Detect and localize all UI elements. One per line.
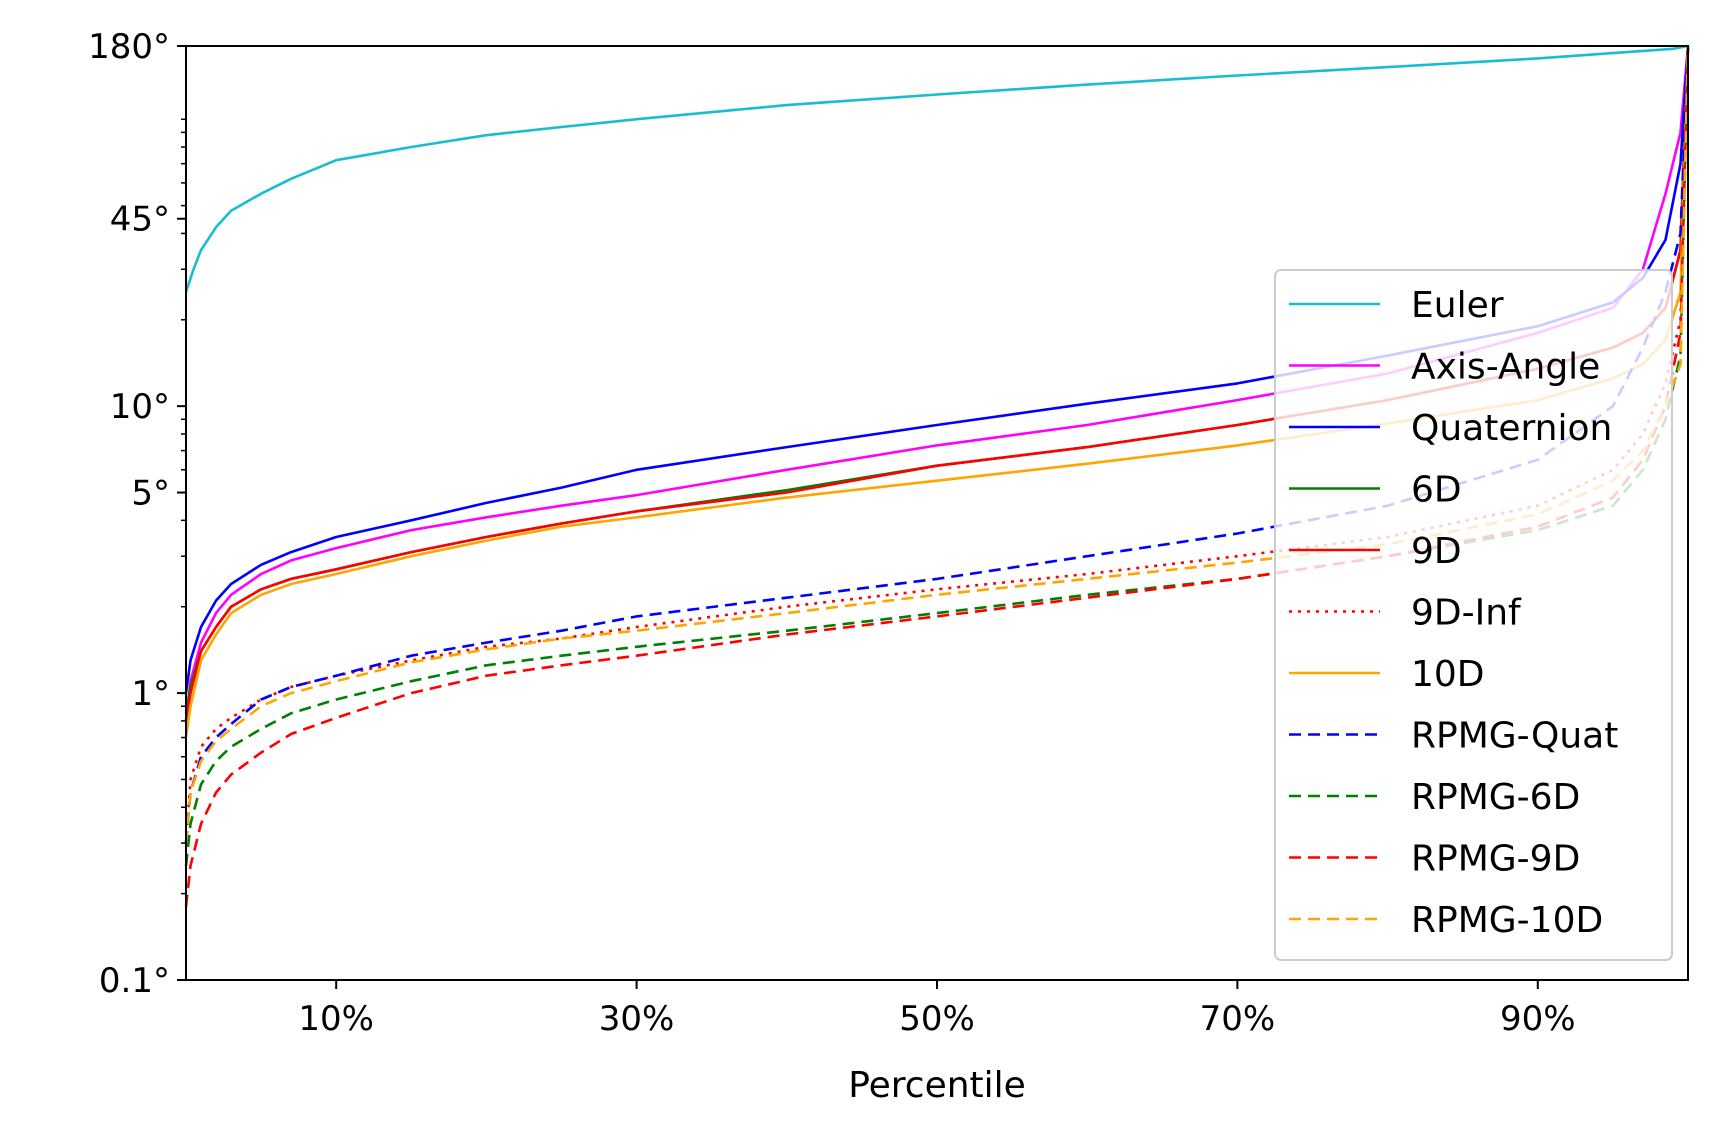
legend-label: Axis-Angle xyxy=(1411,347,1600,388)
x-tick-label: 70% xyxy=(1200,999,1276,1039)
x-tick-label: 50% xyxy=(899,999,975,1039)
legend-label: 9D xyxy=(1411,531,1462,572)
x-tick-label: 90% xyxy=(1500,999,1576,1039)
x-axis-label: Percentile xyxy=(848,1065,1026,1106)
y-tick-label: 1° xyxy=(131,674,170,714)
y-tick-label: 5° xyxy=(131,474,170,514)
y-tick-label: 0.1° xyxy=(99,961,170,1001)
legend: Euler Axis-Angle Quaternion 6D 9D 9D-Inf 10D RP… xyxy=(1274,269,1673,961)
legend-label: 9D-Inf xyxy=(1411,593,1522,634)
x-tick-label: 30% xyxy=(599,999,675,1039)
legend-label: RPMG-9D xyxy=(1411,839,1580,880)
ticks-layer: 10% 30% 50% 70% 90% 0.1° 1° 5° 10° 45° 180° xyxy=(88,27,1575,1039)
series-line-rpmg-6d xyxy=(184,45,1690,866)
x-tick-label: 10% xyxy=(298,999,374,1039)
legend-label: RPMG-10D xyxy=(1411,900,1603,941)
series-line-rpmg-10d xyxy=(184,45,1690,844)
legend-label: Euler xyxy=(1411,285,1504,326)
legend-label: 10D xyxy=(1411,654,1485,695)
legend-label: RPMG-6D xyxy=(1411,777,1580,818)
legend-label: RPMG-Quat xyxy=(1411,716,1618,757)
y-tick-label: 10° xyxy=(110,387,170,427)
y-tick-label: 45° xyxy=(110,200,170,240)
legend-label: 6D xyxy=(1411,470,1462,511)
y-tick-label: 180° xyxy=(88,27,170,67)
legend-box xyxy=(1274,269,1673,961)
series-line-euler xyxy=(184,44,1689,293)
legend-label: Quaternion xyxy=(1411,408,1612,449)
